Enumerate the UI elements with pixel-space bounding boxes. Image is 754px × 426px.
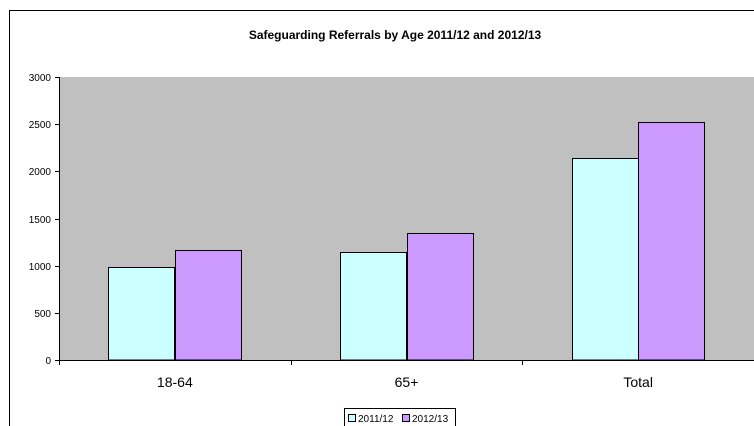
y-axis: 0 500 1000 1500 2000 2500 3000 — [29, 73, 60, 367]
bars — [108, 122, 705, 361]
y-tick-label: 2500 — [29, 120, 52, 131]
bar-1864-0 — [108, 267, 175, 361]
y-tick-label: 1500 — [29, 215, 52, 226]
legend-label: 2012/13 — [412, 414, 449, 425]
legend-box — [344, 408, 456, 426]
x-tick-label: Total — [623, 374, 653, 390]
bar-65-0 — [340, 252, 407, 361]
x-tick-label: 65+ — [395, 374, 419, 390]
bar-65-1 — [407, 233, 474, 361]
x-tick-label: 18-64 — [157, 374, 193, 390]
y-tick-label: 3000 — [29, 73, 52, 84]
y-tick-label: 1000 — [29, 262, 52, 273]
bar-1864-1 — [175, 250, 242, 361]
legend-swatch — [348, 414, 356, 422]
legend-label: 2011/12 — [358, 414, 394, 425]
bar-total-1 — [638, 122, 705, 361]
x-axis: 18-64 65+ Total — [59, 360, 754, 390]
bar-total-0 — [572, 158, 639, 361]
y-tick-label: 500 — [34, 309, 51, 320]
y-tick-label: 0 — [45, 356, 51, 367]
legend-swatch — [402, 414, 410, 422]
legend: 2011/12 2012/13 — [344, 408, 456, 426]
y-tick-label: 2000 — [29, 167, 52, 178]
chart-title: Safeguarding Referrals by Age 2011/12 an… — [249, 28, 542, 42]
